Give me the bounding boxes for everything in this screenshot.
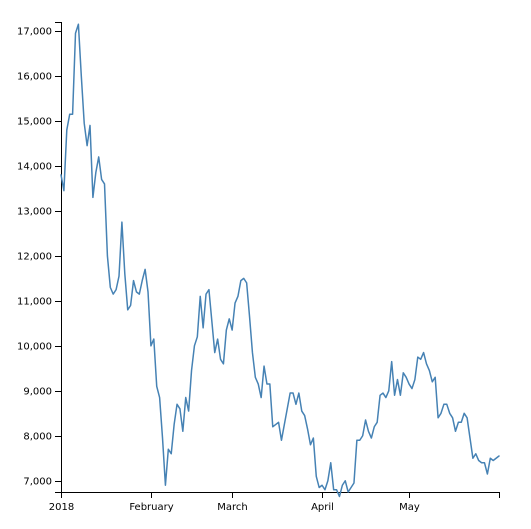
x-tick-label: March bbox=[217, 502, 247, 513]
data-points bbox=[61, 24, 499, 496]
y-tick-label: 11,000 bbox=[17, 297, 52, 308]
x-axis: 2018 February March April May bbox=[49, 492, 500, 513]
x-tick-label: 2018 bbox=[49, 502, 74, 513]
x-tick-label: April bbox=[311, 502, 334, 513]
y-tick-label: 8,000 bbox=[23, 432, 52, 443]
y-tick-label: 9,000 bbox=[23, 387, 52, 398]
y-tick-label: 17,000 bbox=[17, 27, 52, 38]
y-axis: 7,000 8,000 9,000 10,000 11,000 12,000 13,000 1… bbox=[17, 22, 62, 493]
x-tick-label: May bbox=[399, 502, 420, 513]
x-axis-line bbox=[61, 492, 500, 498]
x-tick-label: February bbox=[129, 502, 173, 513]
y-tick-label: 16,000 bbox=[17, 72, 52, 83]
y-tick-label: 12,000 bbox=[17, 252, 52, 263]
y-axis-line bbox=[55, 22, 62, 493]
y-tick-label: 14,000 bbox=[17, 162, 52, 173]
y-tick-label: 15,000 bbox=[17, 117, 52, 128]
y-tick-label: 13,000 bbox=[17, 207, 52, 218]
y-tick-label: 7,000 bbox=[23, 477, 52, 488]
series-line bbox=[60, 23, 500, 498]
y-tick-label: 10,000 bbox=[17, 342, 52, 353]
